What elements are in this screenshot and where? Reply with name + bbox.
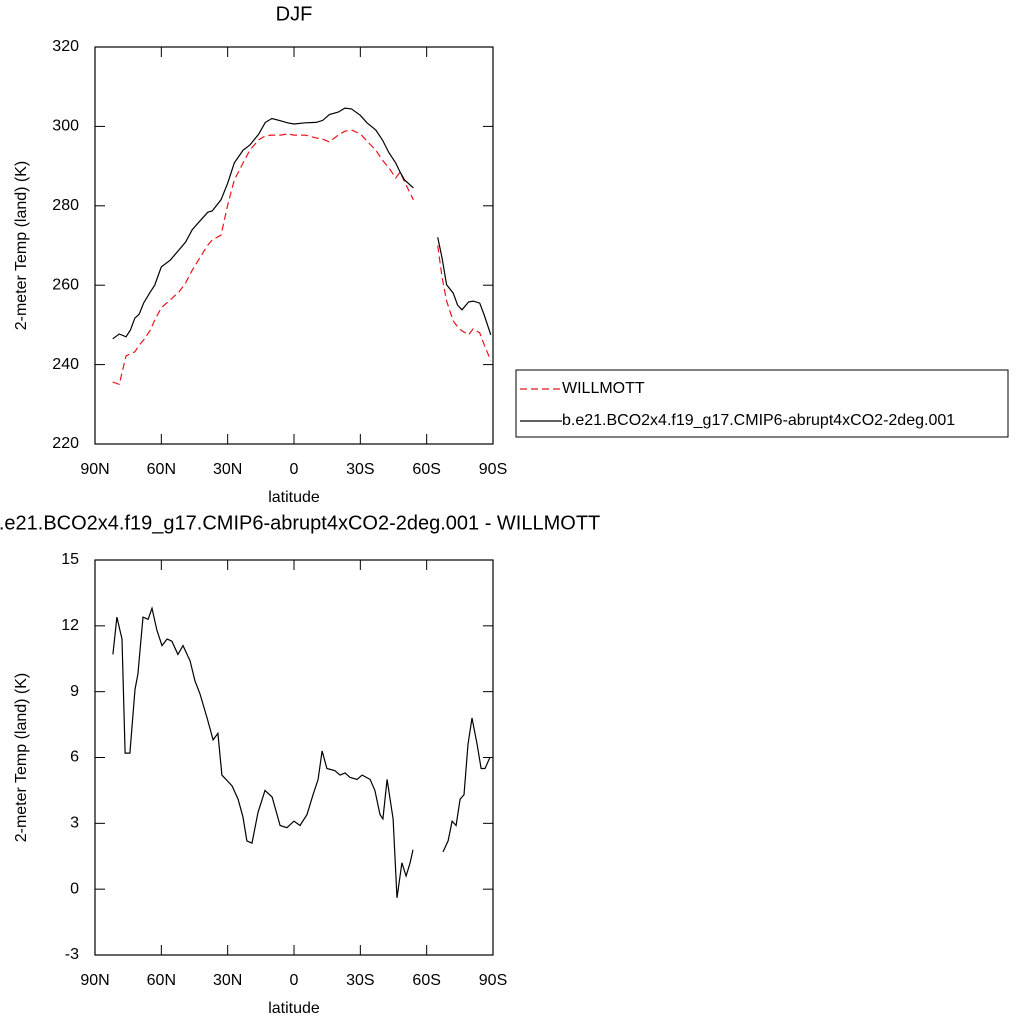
x-tick-label: 60N	[147, 461, 176, 478]
data-line	[112, 606, 491, 898]
chart-title: DJF	[276, 3, 313, 25]
y-tick-label: 3	[70, 815, 79, 832]
plot-frame	[94, 46, 494, 445]
x-tick-label: 60S	[412, 972, 440, 989]
legend-label: b.e21.BCO2x4.f19_g17.CMIP6-abrupt4xCO2-2…	[562, 412, 955, 429]
x-axis-label: latitude	[268, 489, 320, 506]
x-tick-label: 30N	[213, 461, 242, 478]
x-tick-label: 30S	[346, 972, 374, 989]
plot-frame	[94, 559, 494, 956]
y-axis-label: 2-meter Temp (land) (K)	[13, 673, 30, 843]
x-tick-label: 0	[290, 972, 299, 989]
x-tick-label: 90N	[80, 972, 109, 989]
y-tick-label: 260	[52, 276, 79, 293]
y-tick-label: 320	[52, 38, 79, 55]
y-tick-label: 9	[70, 683, 79, 700]
legend-label: WILLMOTT	[562, 380, 645, 397]
x-tick-label: 0	[290, 461, 299, 478]
y-tick-label: 220	[52, 435, 79, 452]
y-tick-label: 15	[61, 551, 79, 568]
x-axis-label: latitude	[268, 1000, 320, 1017]
x-tick-label: 90S	[479, 972, 507, 989]
y-tick-label: 12	[61, 617, 79, 634]
y-tick-label: 0	[70, 880, 79, 897]
y-tick-label: 300	[52, 118, 79, 135]
x-tick-label: 30N	[213, 972, 242, 989]
x-tick-label: 90N	[80, 461, 109, 478]
x-tick-label: 60S	[412, 461, 440, 478]
chart-title: b.e21.BCO2x4.f19_g17.CMIP6-abrupt4xCO2-2…	[0, 512, 600, 534]
x-tick-label: 60N	[147, 972, 176, 989]
y-tick-label: 280	[52, 197, 79, 214]
data-line	[112, 129, 492, 386]
y-axis-label: 2-meter Temp (land) (K)	[13, 161, 30, 331]
x-tick-label: 30S	[346, 461, 374, 478]
data-line	[112, 107, 492, 340]
y-tick-label: -3	[65, 946, 79, 963]
y-tick-label: 240	[52, 356, 79, 373]
legend-box	[515, 369, 1009, 438]
x-tick-label: 90S	[479, 461, 507, 478]
y-tick-label: 6	[70, 749, 79, 766]
